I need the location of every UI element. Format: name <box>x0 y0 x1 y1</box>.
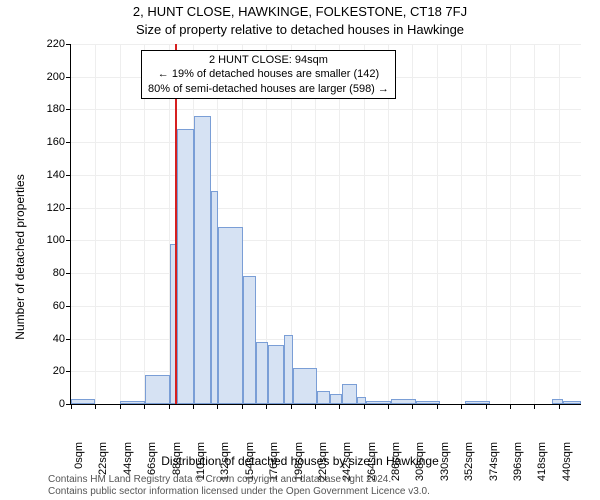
y-tick <box>66 273 71 274</box>
grid-line-h <box>71 273 581 274</box>
y-tick <box>66 339 71 340</box>
grid-line-h <box>71 208 581 209</box>
x-axis-label: Distribution of detached houses by size … <box>0 454 600 468</box>
grid-line-v <box>437 44 438 404</box>
histogram-bar <box>194 116 211 404</box>
histogram-bar <box>465 401 491 404</box>
y-tick <box>66 306 71 307</box>
annotation-line-2: ← 19% of detached houses are smaller (14… <box>148 67 389 81</box>
x-tick <box>217 404 218 409</box>
footer-credits: Contains HM Land Registry data © Crown c… <box>48 474 430 498</box>
annotation-box: 2 HUNT CLOSE: 94sqm ← 19% of detached ho… <box>141 50 396 99</box>
x-tick <box>510 404 511 409</box>
grid-line-h <box>71 142 581 143</box>
x-tick <box>339 404 340 409</box>
x-tick <box>71 404 72 409</box>
histogram-bar <box>357 397 366 404</box>
grid-line-v <box>486 44 487 404</box>
footer-line-2: Contains public sector information licen… <box>48 486 430 498</box>
y-tick-label: 0 <box>25 398 65 410</box>
x-tick <box>291 404 292 409</box>
histogram-bar <box>71 399 95 404</box>
histogram-bar <box>330 394 341 404</box>
y-tick-label: 100 <box>25 234 65 246</box>
histogram-bar <box>416 401 440 404</box>
x-tick <box>364 404 365 409</box>
plot-area: 0204060801001201401601802002200sqm22sqm4… <box>70 44 581 405</box>
y-tick-label: 60 <box>25 300 65 312</box>
x-tick <box>242 404 243 409</box>
y-tick <box>66 240 71 241</box>
histogram-bar <box>218 227 242 404</box>
histogram-bar <box>391 399 415 404</box>
y-tick-label: 220 <box>25 38 65 50</box>
y-tick-label: 80 <box>25 267 65 279</box>
y-tick <box>66 142 71 143</box>
grid-line-v <box>120 44 121 404</box>
y-tick <box>66 109 71 110</box>
title-line-1: 2, HUNT CLOSE, HAWKINGE, FOLKESTONE, CT1… <box>0 4 600 19</box>
y-tick <box>66 44 71 45</box>
chart-container: 2, HUNT CLOSE, HAWKINGE, FOLKESTONE, CT1… <box>0 0 600 500</box>
y-tick <box>66 371 71 372</box>
y-tick-label: 200 <box>25 71 65 83</box>
x-tick <box>266 404 267 409</box>
y-tick-label: 140 <box>25 169 65 181</box>
histogram-bar <box>145 375 169 404</box>
histogram-bar <box>211 191 219 404</box>
x-tick <box>437 404 438 409</box>
grid-line-v <box>559 44 560 404</box>
y-tick <box>66 175 71 176</box>
y-axis-label: Number of detached properties <box>13 157 27 357</box>
histogram-bar <box>177 129 194 404</box>
x-tick <box>144 404 145 409</box>
histogram-bar <box>243 276 256 404</box>
grid-line-v <box>534 44 535 404</box>
x-tick <box>412 404 413 409</box>
y-tick-label: 160 <box>25 136 65 148</box>
annotation-line-1: 2 HUNT CLOSE: 94sqm <box>148 53 389 67</box>
y-tick-label: 180 <box>25 103 65 115</box>
title-line-2: Size of property relative to detached ho… <box>0 22 600 37</box>
x-tick <box>486 404 487 409</box>
grid-line-v <box>510 44 511 404</box>
histogram-bar <box>563 401 581 404</box>
x-tick <box>95 404 96 409</box>
histogram-bar <box>268 345 284 404</box>
annotation-line-3: 80% of semi-detached houses are larger (… <box>148 82 389 96</box>
y-tick <box>66 77 71 78</box>
histogram-bar <box>342 384 358 404</box>
histogram-bar <box>293 368 317 404</box>
y-tick-label: 20 <box>25 365 65 377</box>
x-tick <box>315 404 316 409</box>
x-tick <box>534 404 535 409</box>
grid-line-h <box>71 339 581 340</box>
histogram-bar <box>317 391 330 404</box>
x-tick <box>169 404 170 409</box>
y-tick-label: 120 <box>25 202 65 214</box>
x-tick <box>461 404 462 409</box>
grid-line-h <box>71 44 581 45</box>
grid-line-h <box>71 109 581 110</box>
histogram-bar <box>256 342 268 404</box>
x-tick <box>193 404 194 409</box>
y-tick-label: 40 <box>25 333 65 345</box>
histogram-bar <box>284 335 293 404</box>
x-tick <box>559 404 560 409</box>
histogram-bar <box>552 399 563 404</box>
grid-line-h <box>71 306 581 307</box>
grid-line-h <box>71 175 581 176</box>
histogram-bar <box>120 401 146 404</box>
grid-line-v <box>412 44 413 404</box>
grid-line-h <box>71 371 581 372</box>
histogram-bar <box>366 401 392 404</box>
x-tick <box>120 404 121 409</box>
y-tick <box>66 208 71 209</box>
grid-line-h <box>71 240 581 241</box>
x-tick <box>388 404 389 409</box>
footer-line-1: Contains HM Land Registry data © Crown c… <box>48 474 430 486</box>
grid-line-v <box>461 44 462 404</box>
grid-line-v <box>95 44 96 404</box>
